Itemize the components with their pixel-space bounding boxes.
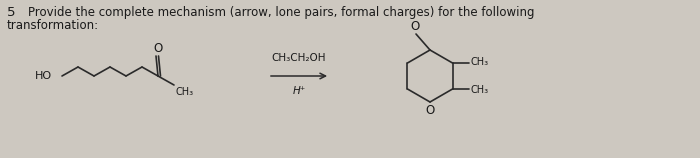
Text: CH₃: CH₃ <box>470 85 489 95</box>
Text: CH₃: CH₃ <box>176 87 194 97</box>
Text: transformation:: transformation: <box>7 19 99 32</box>
Text: HO: HO <box>35 71 52 81</box>
Text: O: O <box>426 104 435 118</box>
Text: 5: 5 <box>7 6 15 19</box>
Text: O: O <box>153 43 162 55</box>
Text: CH₃CH₂OH: CH₃CH₂OH <box>272 53 326 63</box>
Text: H⁺: H⁺ <box>293 86 306 96</box>
Text: O: O <box>410 19 419 33</box>
Text: CH₃: CH₃ <box>470 57 489 67</box>
Text: Provide the complete mechanism (arrow, lone pairs, formal charges) for the follo: Provide the complete mechanism (arrow, l… <box>28 6 535 19</box>
